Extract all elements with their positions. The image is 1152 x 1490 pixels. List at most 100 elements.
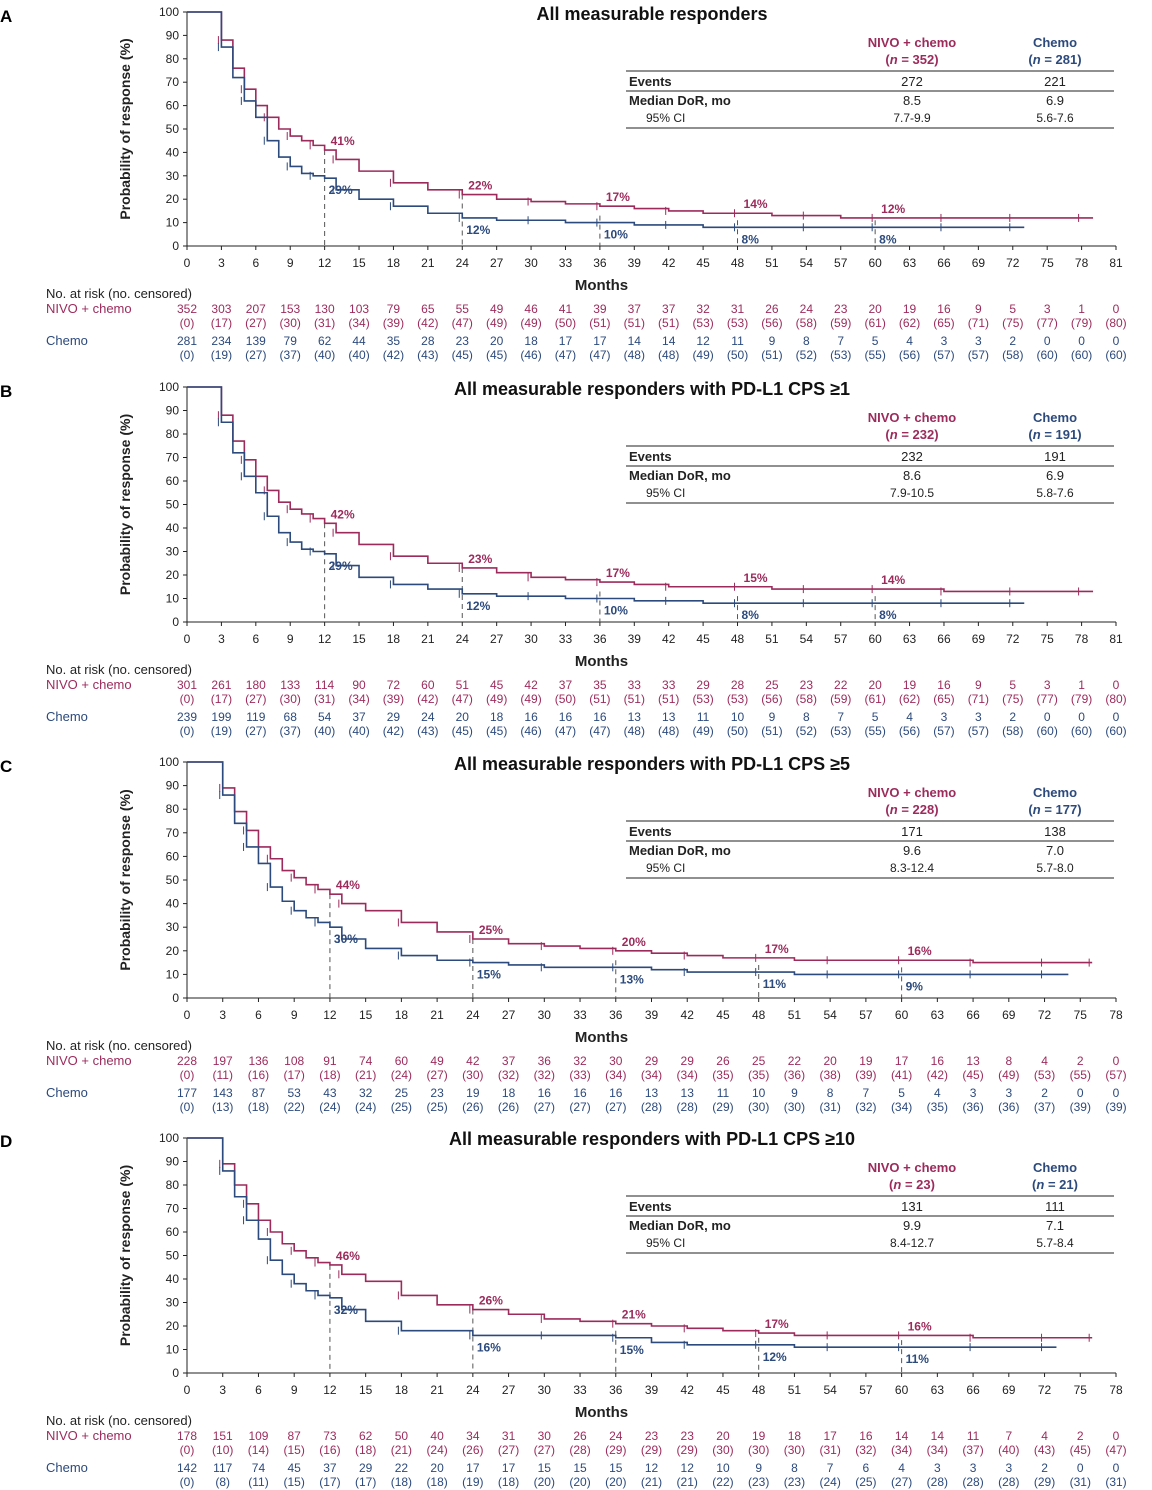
censored-chemo: (58) [1002,348,1023,362]
table-ci-nivo: 7.9-10.5 [890,486,934,500]
censored-chemo: (17) [355,1475,376,1489]
x-tick-label: 51 [788,1383,802,1397]
censored-nivo: (62) [899,692,920,706]
censored-nivo: (65) [933,692,954,706]
risk-nivo: 9 [975,302,982,316]
risk-nivo: 72 [387,678,401,692]
y-tick-label: 60 [166,1225,180,1239]
risk-label-nivo: NIVO + chemo [46,1053,132,1068]
risk-chemo: 53 [288,1086,302,1100]
x-tick-label: 45 [696,256,710,270]
risk-chemo: 10 [752,1086,766,1100]
risk-nivo: 23 [800,678,814,692]
x-tick-label: 30 [524,632,538,646]
censored-nivo: (39) [383,692,404,706]
x-tick-label: 27 [490,256,504,270]
risk-nivo: 228 [177,1054,197,1068]
risk-nivo: 23 [645,1429,659,1443]
n-eq: = [898,52,913,67]
x-tick-label: 69 [1002,1008,1016,1022]
risk-nivo: 28 [731,678,745,692]
chart-title: All measurable responders with PD-L1 CPS… [454,379,850,399]
nivo-landmark-label: 26% [479,1294,503,1308]
censored-chemo: (36) [998,1100,1019,1114]
table-events-nivo: 232 [901,449,923,464]
n-value: 23 [916,1177,930,1192]
risk-chemo: 18 [502,1086,516,1100]
x-axis-label: Months [575,1404,628,1421]
censored-chemo: (58) [1002,724,1023,738]
y-tick-label: 90 [166,28,180,42]
censored-nivo: (45) [1070,1443,1091,1457]
censored-chemo: (37) [1034,1100,1055,1114]
censored-chemo: (36) [962,1100,983,1114]
censored-nivo: (10) [212,1443,233,1457]
censored-nivo: (35) [748,1068,769,1082]
risk-nivo: 25 [765,678,779,692]
x-tick-label: 30 [524,256,538,270]
risk-chemo: 15 [538,1461,552,1475]
panel-A: A All measurable responders Probability of… [0,4,1127,362]
risk-chemo: 0 [1113,710,1120,724]
censored-nivo: (32) [855,1443,876,1457]
risk-header: No. at risk (no. censored) [46,1413,192,1428]
risk-chemo: 20 [430,1461,444,1475]
risk-chemo: 17 [593,334,607,348]
risk-header: No. at risk (no. censored) [46,662,192,677]
panel-D: D All measurable responders with PD-L1 CP… [0,1129,1127,1489]
censored-chemo: (40) [348,348,369,362]
chemo-landmark-label: 29% [329,559,353,573]
censored-nivo: (77) [1037,692,1058,706]
censored-chemo: (60) [1037,348,1058,362]
risk-nivo: 3 [1044,302,1051,316]
censored-nivo: (79) [1071,316,1092,330]
censored-nivo: (51) [624,692,645,706]
risk-nivo: 30 [609,1054,623,1068]
y-tick-label: 50 [166,498,180,512]
censored-nivo: (51) [658,692,679,706]
table-n-nivo: (n = 352) [885,52,938,67]
y-tick-label: 100 [159,380,179,394]
chemo-landmark-label: 30% [334,932,358,946]
nivo-curve [187,11,1094,219]
x-tick-label: 24 [456,256,470,270]
censored-chemo: (0) [180,348,195,362]
censored-nivo: (39) [383,316,404,330]
censored-nivo: (53) [692,316,713,330]
table-row-median-label: Median DoR, mo [629,1218,731,1233]
risk-nivo: 91 [323,1054,337,1068]
censored-chemo: (18) [391,1475,412,1489]
x-tick-label: 21 [421,632,435,646]
censored-chemo: (15) [284,1475,305,1489]
table-row-events-label: Events [629,824,672,839]
table-ci-chemo: 5.6-7.6 [1036,111,1074,125]
chemo-landmark-label: 11% [906,1352,930,1366]
risk-nivo: 207 [246,302,266,316]
risk-nivo: 17 [895,1054,909,1068]
table-events-chemo: 111 [1045,1199,1065,1214]
risk-nivo: 62 [359,1429,373,1443]
censored-chemo: (19) [462,1475,483,1489]
risk-chemo: 4 [934,1086,941,1100]
chemo-curve [187,1137,1057,1348]
nivo-landmark-label: 21% [622,1308,646,1322]
risk-label-chemo: Chemo [46,1085,88,1100]
x-tick-label: 3 [219,1008,226,1022]
y-tick-label: 20 [166,1319,180,1333]
x-tick-label: 36 [593,632,607,646]
censored-nivo: (31) [314,316,335,330]
nivo-landmark-label: 25% [479,923,503,937]
censored-nivo: (59) [830,316,851,330]
x-tick-label: 21 [430,1008,444,1022]
censored-nivo: (62) [899,316,920,330]
paren: ( [885,802,890,817]
censored-chemo: (60) [1105,724,1126,738]
censored-chemo: (43) [417,348,438,362]
chemo-landmark-label: 12% [466,223,490,237]
x-tick-label: 81 [1109,632,1123,646]
censored-nivo: (33) [569,1068,590,1082]
risk-chemo: 11 [731,334,744,348]
censored-nivo: (34) [605,1068,626,1082]
censored-chemo: (37) [280,348,301,362]
